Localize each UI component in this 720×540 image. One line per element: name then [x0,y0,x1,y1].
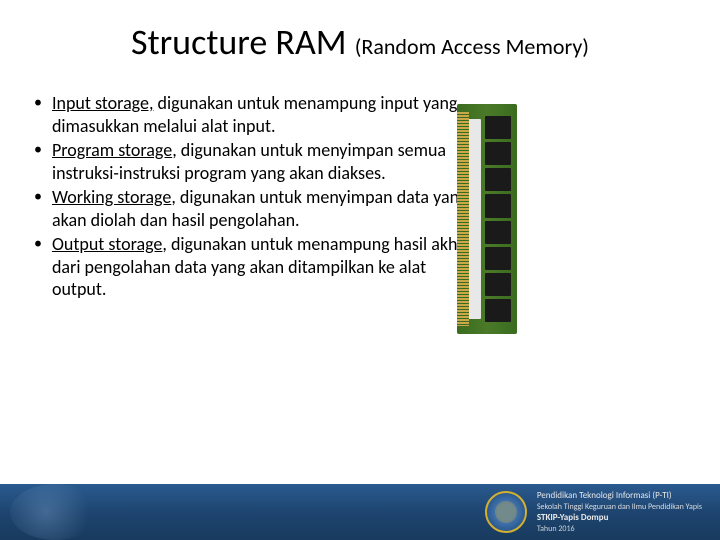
bullet-lead: Input storage, [52,92,154,114]
bullet-marker-icon: • [34,233,42,255]
title-subtitle: (Random Access Memory) [355,33,589,60]
ram-chips [485,116,511,322]
bullet-list: • Input storage, digunakan untuk menampu… [34,92,487,303]
bullet-text: Input storage, digunakan untuk menampung… [52,92,477,137]
list-item: • Output storage, digunakan untuk menamp… [34,233,477,301]
bullet-text: Output storage, digunakan untuk menampun… [52,233,477,301]
footer-line: Tahun 2016 [537,524,702,534]
footer-line: Pendidikan Teknologi Informasi (P-TI) [537,490,702,502]
slide-footer: Pendidikan Teknologi Informasi (P-TI) Se… [0,484,720,540]
institution-logo-icon [485,491,527,533]
bullet-lead: Output storage [52,233,162,255]
bullet-marker-icon: • [34,92,42,114]
list-item: • Program storage, digunakan untuk menyi… [34,139,477,184]
bullet-lead: Program storage [52,139,172,161]
list-item: • Working storage, digunakan untuk menyi… [34,186,477,231]
list-item: • Input storage, digunakan untuk menampu… [34,92,477,137]
footer-text-block: Pendidikan Teknologi Informasi (P-TI) Se… [537,490,702,534]
bullet-marker-icon: • [34,139,42,161]
footer-line: Sekolah Tinggi Keguruan dan Ilmu Pendidi… [537,502,702,512]
ram-pcb [457,104,517,334]
content-area: • Input storage, digunakan untuk menampu… [0,92,720,334]
slide: Structure RAM (Random Access Memory) • I… [0,0,720,540]
ram-gold-contacts [457,112,469,326]
bullet-text: Program storage, digunakan untuk menyimp… [52,139,477,184]
ram-module-image [487,104,692,334]
title-main: Structure RAM [131,20,355,64]
slide-title: Structure RAM (Random Access Memory) [0,20,720,64]
bullet-text: Working storage, digunakan untuk menyimp… [52,186,477,231]
bullet-lead: Working storage [52,186,171,208]
ram-label-sticker [467,119,481,319]
bullet-marker-icon: • [34,186,42,208]
footer-line: STKIP-Yapis Dompu [537,512,702,524]
